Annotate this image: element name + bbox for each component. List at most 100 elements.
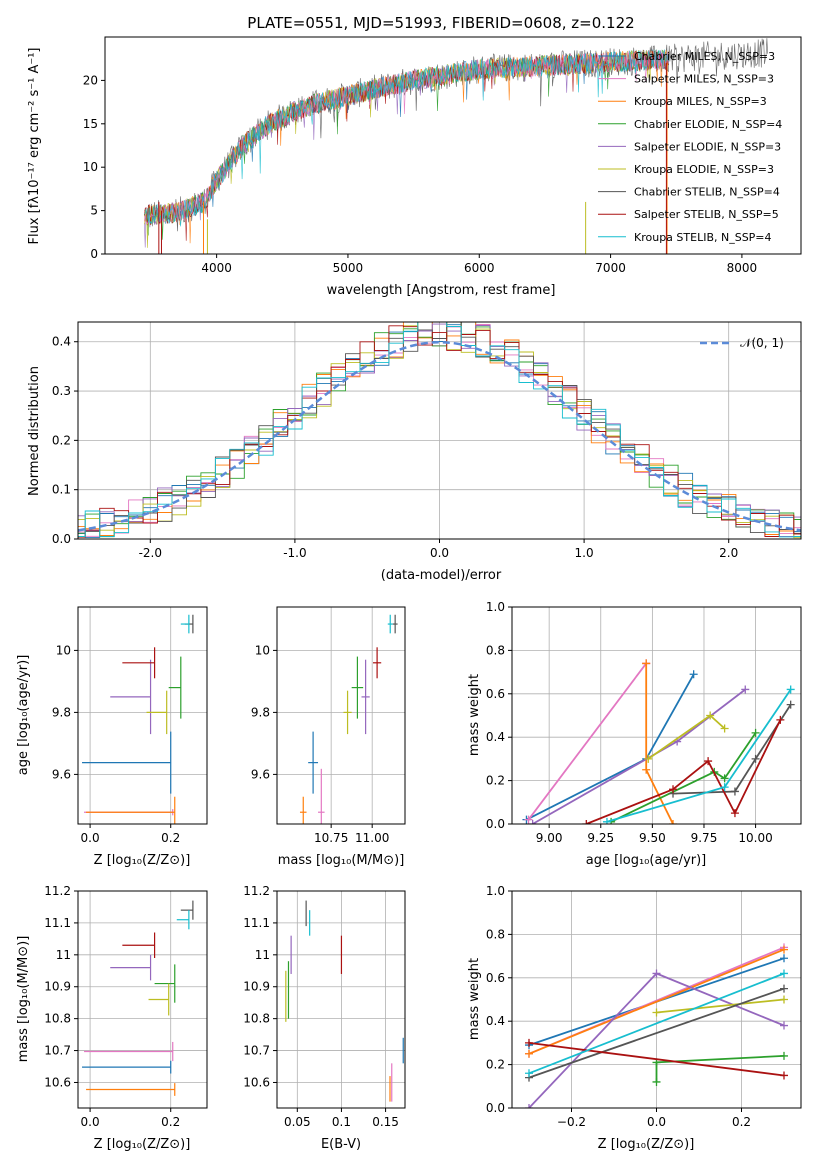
histogram-series xyxy=(78,322,801,537)
histogram-xlabel: (data-model)/error xyxy=(381,568,502,583)
weight-series xyxy=(655,1055,785,1082)
weight-marker xyxy=(652,969,661,978)
y-tick-label: 10.9 xyxy=(44,980,71,994)
weight-marker xyxy=(669,785,678,794)
weight-marker xyxy=(780,1051,788,1060)
y-tick-label: 10.8 xyxy=(243,1012,270,1026)
legend-entry: Salpeter STELIB, N_SSP=5 xyxy=(634,208,779,221)
weight-z-xlabel: Z [log₁₀(Z/Z⊙)] xyxy=(598,1137,695,1152)
x-tick-label: 2.0 xyxy=(719,546,738,560)
histogram-series xyxy=(78,322,801,538)
weight-marker xyxy=(780,984,788,993)
histogram-series xyxy=(78,325,801,538)
legend-entry: Chabrier ELODIE, N_SSP=4 xyxy=(634,118,782,131)
spectrum-panel: 4000 5000 6000 7000 8000 0 5 10 15 20 Chabrier MIL… xyxy=(83,36,802,275)
x-tick-label: 0.0 xyxy=(430,546,449,560)
y-tick-label: 0.2 xyxy=(486,774,505,788)
x-tick-label: 1.0 xyxy=(575,546,594,560)
mass-z-xlabel: Z [log₁₀(Z/Z⊙)] xyxy=(94,1137,191,1152)
x-tick-label: 0.15 xyxy=(372,1115,399,1129)
x-tick-label: 0.2 xyxy=(732,1115,751,1129)
axes-frame xyxy=(511,890,802,1109)
weight-marker xyxy=(669,820,678,824)
y-tick-label: 10.6 xyxy=(243,1075,270,1089)
axes-frame xyxy=(511,606,802,825)
y-tick-label: 11 xyxy=(56,948,71,962)
legend-entry: Salpeter ELODIE, N_SSP=3 xyxy=(634,140,781,153)
weight-marker xyxy=(642,765,651,774)
y-tick-label: 5 xyxy=(90,204,98,218)
y-tick-label: 15 xyxy=(83,117,98,131)
weight-series xyxy=(656,998,785,1014)
x-tick-label: 0.2 xyxy=(161,831,180,845)
weight-marker xyxy=(720,724,729,733)
residual-histogram-panel: -2.0 -1.0 0.0 1.0 2.0 0.0 0.1 0.2 0.3 0.4 xyxy=(52,321,802,560)
weight-z-ylabel: mass weight xyxy=(467,958,482,1040)
x-tick-label: 10.75 xyxy=(314,831,348,845)
weight-marker xyxy=(780,954,788,963)
weight-series xyxy=(528,1042,785,1077)
weight-marker xyxy=(780,969,788,978)
spectrum-lines xyxy=(144,38,768,254)
weight-series xyxy=(528,987,785,1079)
y-tick-label: 0.8 xyxy=(486,927,505,941)
y-tick-label: 10 xyxy=(83,160,98,174)
weight-series xyxy=(610,732,757,823)
weight-marker xyxy=(528,820,537,824)
errorbar-group xyxy=(82,614,194,824)
axes-frame xyxy=(104,36,802,255)
weight-marker xyxy=(786,685,795,694)
axes-frame xyxy=(276,890,406,1109)
y-tick-label: 0.0 xyxy=(486,817,505,831)
weight-marker xyxy=(730,787,739,796)
x-tick-label: 0.1 xyxy=(332,1115,351,1129)
weight-series xyxy=(528,972,785,1075)
y-tick-label: 0 xyxy=(90,247,98,261)
weight-marker xyxy=(642,659,651,668)
axes-frame xyxy=(77,321,802,540)
legend-entry: Chabrier STELIB, N_SSP=4 xyxy=(634,186,780,199)
weight-marker xyxy=(602,817,611,824)
weight-marker xyxy=(741,685,750,694)
age-z-xlabel: Z [log₁₀(Z/Z⊙)] xyxy=(94,853,191,868)
weight-marker xyxy=(780,1021,788,1030)
x-tick-label: 7000 xyxy=(595,261,626,275)
y-tick-label: 10.8 xyxy=(44,1012,71,1026)
spectrum-title: PLATE=0551, MJD=51993, FIBERID=0608, z=0… xyxy=(247,14,634,32)
weight-series xyxy=(527,662,647,821)
x-tick-label: 9.25 xyxy=(587,831,614,845)
weight-lines xyxy=(525,943,788,1108)
y-tick-label: 10.7 xyxy=(44,1044,71,1058)
spectrum-series xyxy=(144,50,669,248)
mass-weight-vs-age-panel: 9.00 9.25 9.50 9.75 10.00 0.0 0.2 0.4 0.6 0.8 1.0 xyxy=(486,600,802,845)
weight-age-ylabel: mass weight xyxy=(467,674,482,756)
weight-marker xyxy=(525,1038,533,1047)
weight-marker xyxy=(706,711,715,720)
weight-marker xyxy=(652,1008,661,1017)
x-tick-label: 8000 xyxy=(727,261,758,275)
spectrum-series xyxy=(144,49,669,227)
y-tick-label: 0.4 xyxy=(486,730,505,744)
mass-ebv-xlabel: E(B-V) xyxy=(321,1137,361,1152)
y-tick-label: 9.8 xyxy=(251,705,270,719)
y-tick-label: 9.6 xyxy=(52,767,71,781)
y-tick-label: 10.9 xyxy=(243,980,270,994)
x-tick-label: 6000 xyxy=(464,261,495,275)
y-tick-label: 10 xyxy=(56,643,71,657)
histogram-series xyxy=(78,322,801,538)
y-tick-label: 11.1 xyxy=(243,916,270,930)
weight-marker xyxy=(786,700,795,709)
weight-lines xyxy=(522,659,795,824)
age-vs-mass-panel: 10.75 11.00 9.6 9.8 10 xyxy=(251,606,406,845)
y-tick-label: 11.2 xyxy=(243,884,270,898)
weight-age-xlabel: age [log₁₀(age/yr)] xyxy=(586,853,707,868)
mass-weight-vs-metallicity-panel: −0.2 0.0 0.2 0.0 0.2 0.4 0.6 0.8 1.0 xyxy=(486,884,802,1129)
x-tick-label: 0.0 xyxy=(81,831,100,845)
y-tick-label: 1.0 xyxy=(486,884,505,898)
y-tick-label: 10.7 xyxy=(243,1044,270,1058)
age-mass-xlabel: mass [log₁₀(M/M⊙)] xyxy=(278,853,405,868)
histogram-series xyxy=(78,322,801,539)
x-tick-label: 4000 xyxy=(201,261,232,275)
weight-marker xyxy=(525,1049,533,1058)
